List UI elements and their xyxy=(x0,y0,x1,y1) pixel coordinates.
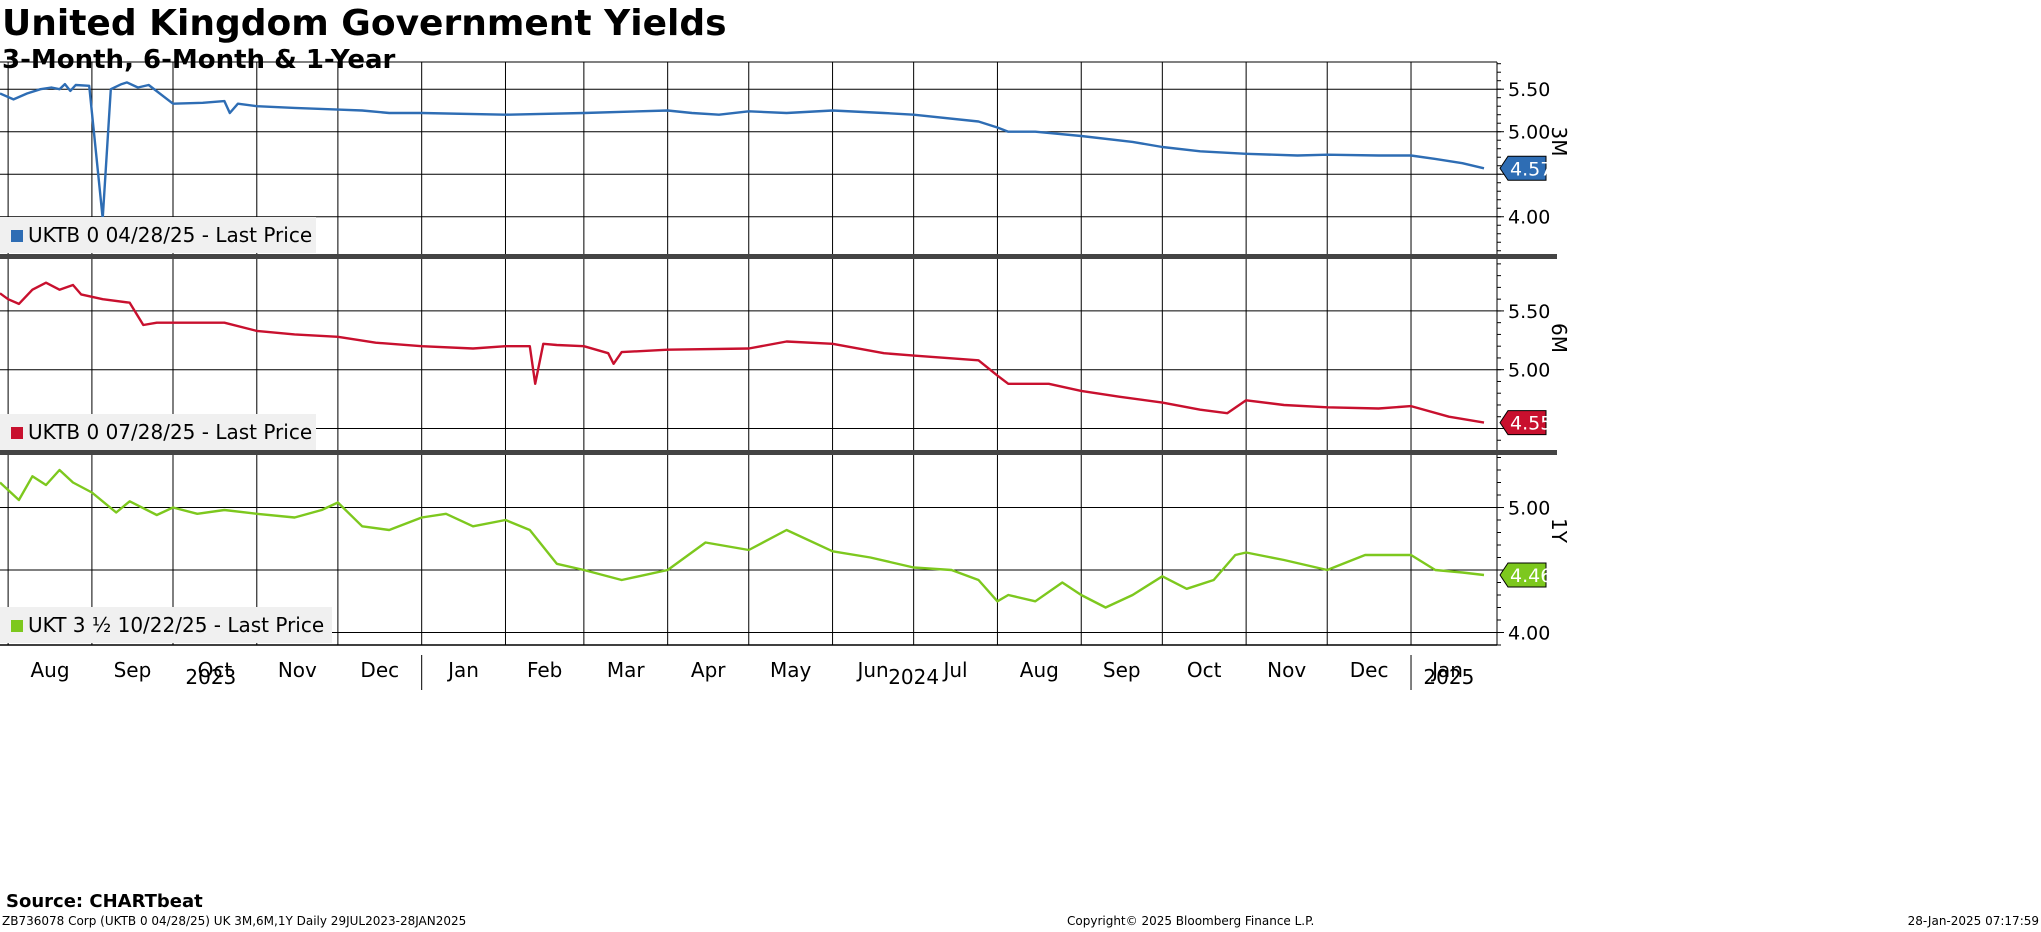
axis-title-3M: 3M xyxy=(1547,127,1571,157)
x-tick-label-month: Jul xyxy=(941,658,967,682)
x-tick-label-year: 2025 xyxy=(1423,665,1474,689)
footer-timestamp: 28-Jan-2025 07:17:59 xyxy=(1907,914,2039,928)
footer-copyright: Copyright© 2025 Bloomberg Finance L.P. xyxy=(1067,914,1315,928)
last-value-label: 4.57 xyxy=(1510,158,1552,180)
x-tick-label-month: Sep xyxy=(114,658,152,682)
legend-swatch xyxy=(11,620,23,632)
y-tick-label: 5.50 xyxy=(1508,301,1550,323)
legend-label: UKTB 0 04/28/25 - Last Price xyxy=(28,223,312,247)
x-tick-label-month: Oct xyxy=(198,658,233,682)
x-tick-label-year: 2024 xyxy=(888,665,939,689)
y-tick-label: 4.00 xyxy=(1508,207,1550,229)
last-value-tag-3M: 4.57 xyxy=(1499,155,1552,181)
y-tick-label: 5.00 xyxy=(1508,360,1550,382)
footer-ticker-info: ZB736078 Corp (UKTB 0 04/28/25) UK 3M,6M… xyxy=(2,914,467,928)
x-tick-label-month: Jan xyxy=(1430,658,1463,682)
x-tick-label-month: Jan xyxy=(446,658,479,682)
panel-separator xyxy=(0,254,1557,259)
x-tick-label-year: 2023 xyxy=(185,665,236,689)
chart-subtitle: 3-Month, 6-Month & 1-Year xyxy=(2,45,396,75)
legend-swatch xyxy=(11,427,23,439)
source-label: Source: CHARTbeat xyxy=(6,891,203,912)
legend-label: UKT 3 ½ 10/22/25 - Last Price xyxy=(28,613,324,637)
x-tick-label-month: Apr xyxy=(691,658,726,682)
x-tick-label-month: Aug xyxy=(1020,658,1059,682)
x-tick-label-month: Nov xyxy=(278,658,317,682)
axis-title-6M: 6M xyxy=(1547,323,1571,353)
last-value-tag-box xyxy=(1499,562,1547,588)
series-line-6M xyxy=(0,281,1485,424)
x-tick-label-month: Nov xyxy=(1267,658,1306,682)
x-tick-label-month: Sep xyxy=(1103,658,1141,682)
last-value-tag-6M: 4.55 xyxy=(1499,410,1552,436)
legend-6M: UKTB 0 07/28/25 - Last Price xyxy=(0,414,316,450)
legend-1Y: UKT 3 ½ 10/22/25 - Last Price xyxy=(0,607,332,643)
axis-title-1Y: 1Y xyxy=(1547,518,1571,544)
last-value-tag-1Y: 4.46 xyxy=(1499,562,1552,588)
legend-background xyxy=(0,217,316,253)
legend-label: UKTB 0 07/28/25 - Last Price xyxy=(28,420,312,444)
series-line-3M xyxy=(0,81,1485,220)
x-tick-label-month: May xyxy=(770,658,812,682)
chart-title: United Kingdom Government Yields xyxy=(2,3,727,44)
x-tick-label-month: Dec xyxy=(360,658,399,682)
x-tick-label-month: Mar xyxy=(607,658,646,682)
legend-3M: UKTB 0 04/28/25 - Last Price xyxy=(0,217,316,253)
x-tick-label-month: Feb xyxy=(527,658,562,682)
panel-separator xyxy=(0,450,1557,455)
y-tick-label: 5.00 xyxy=(1508,498,1550,520)
series-line-1Y xyxy=(0,468,1485,609)
x-tick-label-month: Oct xyxy=(1187,658,1222,682)
last-value-label: 4.46 xyxy=(1510,565,1552,587)
legend-swatch xyxy=(11,230,23,242)
last-value-tag-box xyxy=(1499,410,1547,436)
legend-background xyxy=(0,414,316,450)
last-value-label: 4.55 xyxy=(1510,413,1552,435)
x-tick-label-month: Jun xyxy=(855,658,888,682)
x-tick-label-month: Dec xyxy=(1350,658,1389,682)
y-tick-label: 4.00 xyxy=(1508,623,1550,645)
last-value-tag-box xyxy=(1499,155,1547,181)
y-tick-label: 5.00 xyxy=(1508,122,1550,144)
y-tick-label: 5.50 xyxy=(1508,79,1550,101)
x-tick-label-month: Aug xyxy=(30,658,69,682)
legend-background xyxy=(0,607,332,643)
